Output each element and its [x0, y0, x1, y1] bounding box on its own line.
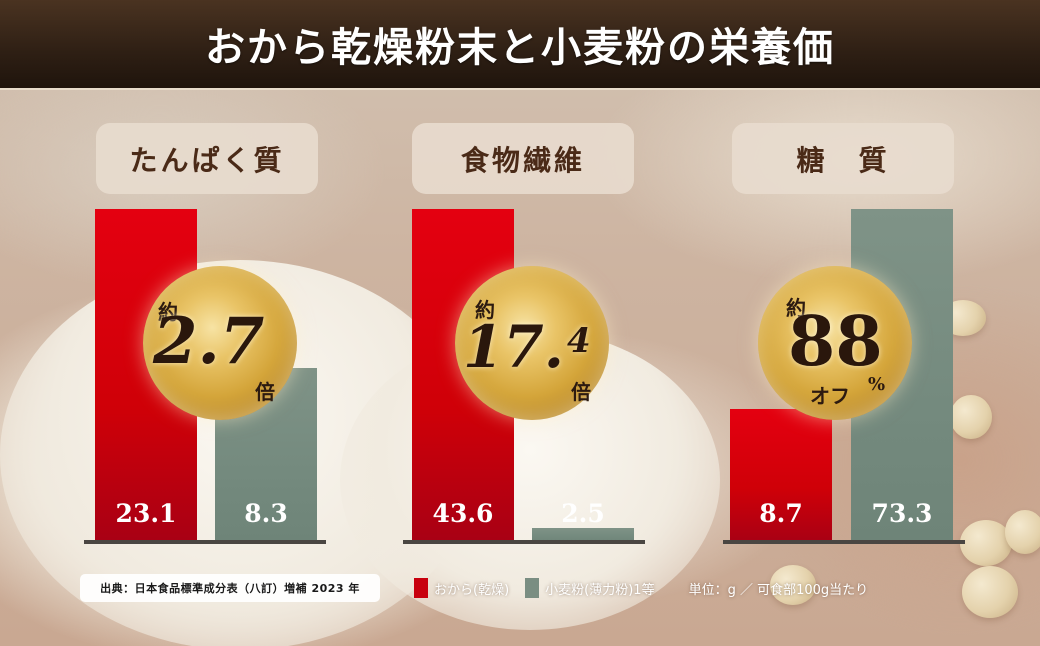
source-citation: 出典：日本食品標準成分表（八訂）増補 2023 年: [80, 574, 380, 602]
legend-item-okara: おから(乾燥): [414, 578, 509, 598]
medal-prefix: 約: [475, 298, 495, 322]
panel-label: 糖 質: [732, 123, 954, 194]
medal-number: 17.: [463, 313, 564, 381]
bar-flour: [532, 528, 634, 542]
bar-value-okara: 8.7: [759, 499, 803, 528]
medal-number: 2.7: [153, 304, 265, 379]
medal-prefix: 約: [786, 296, 806, 320]
bar-value-okara: 23.1: [115, 499, 177, 528]
medal-percent: %: [868, 374, 886, 395]
panel-label: たんぱく質: [96, 123, 318, 194]
legend-swatch-okara: [414, 578, 428, 598]
soybean-decoration: [770, 565, 816, 605]
panel-fiber: 食物繊維 43.6 2.5 約 17. 4 倍: [400, 0, 660, 646]
ratio-medallion: 約 2.7 倍: [143, 266, 297, 420]
axis-baseline: [723, 540, 965, 544]
medal-number-decimal: 4: [567, 321, 591, 361]
chart-legend: おから(乾燥) 小麦粉(薄力粉)1等 単位：g ／ 可食部100g当たり: [414, 575, 868, 601]
legend-item-flour: 小麦粉(薄力粉)1等: [525, 578, 655, 598]
bar-value-flour: 2.5: [561, 499, 605, 528]
panel-protein: たんぱく質 23.1 8.3 約 2.7 倍: [80, 0, 340, 646]
axis-baseline: [403, 540, 645, 544]
medal-unit: 倍: [571, 380, 591, 404]
soybean-decoration: [950, 395, 992, 439]
axis-baseline: [84, 540, 326, 544]
unit-note: 単位：g ／ 可食部100g当たり: [688, 582, 869, 598]
ratio-medallion: 約 88 オフ %: [758, 266, 912, 420]
page-title: おから乾燥粉末と小麦粉の栄養価: [205, 24, 835, 71]
bar-value-flour: 73.3: [871, 499, 933, 528]
medal-unit: 倍: [255, 380, 275, 404]
bar-value-flour: 8.3: [244, 499, 288, 528]
legend-swatch-flour: [525, 578, 540, 598]
panel-label: 食物繊維: [412, 123, 634, 194]
soybean-decoration: [962, 566, 1018, 618]
legend-label-okara: おから(乾燥): [434, 582, 510, 598]
header-banner: おから乾燥粉末と小麦粉の栄養価: [0, 0, 1040, 90]
panel-carbohydrate: 糖 質 8.7 73.3 約 88 オフ %: [720, 0, 980, 646]
ratio-medallion: 約 17. 4 倍: [455, 266, 609, 420]
medal-number: 88: [788, 302, 883, 382]
medal-unit: オフ: [810, 384, 850, 408]
soybean-decoration: [960, 520, 1012, 566]
legend-label-flour: 小麦粉(薄力粉)1等: [545, 582, 655, 598]
bar-okara: [730, 409, 832, 542]
soybean-decoration: [1005, 510, 1040, 554]
medal-prefix: 約: [158, 300, 178, 324]
bar-value-okara: 43.6: [432, 499, 494, 528]
